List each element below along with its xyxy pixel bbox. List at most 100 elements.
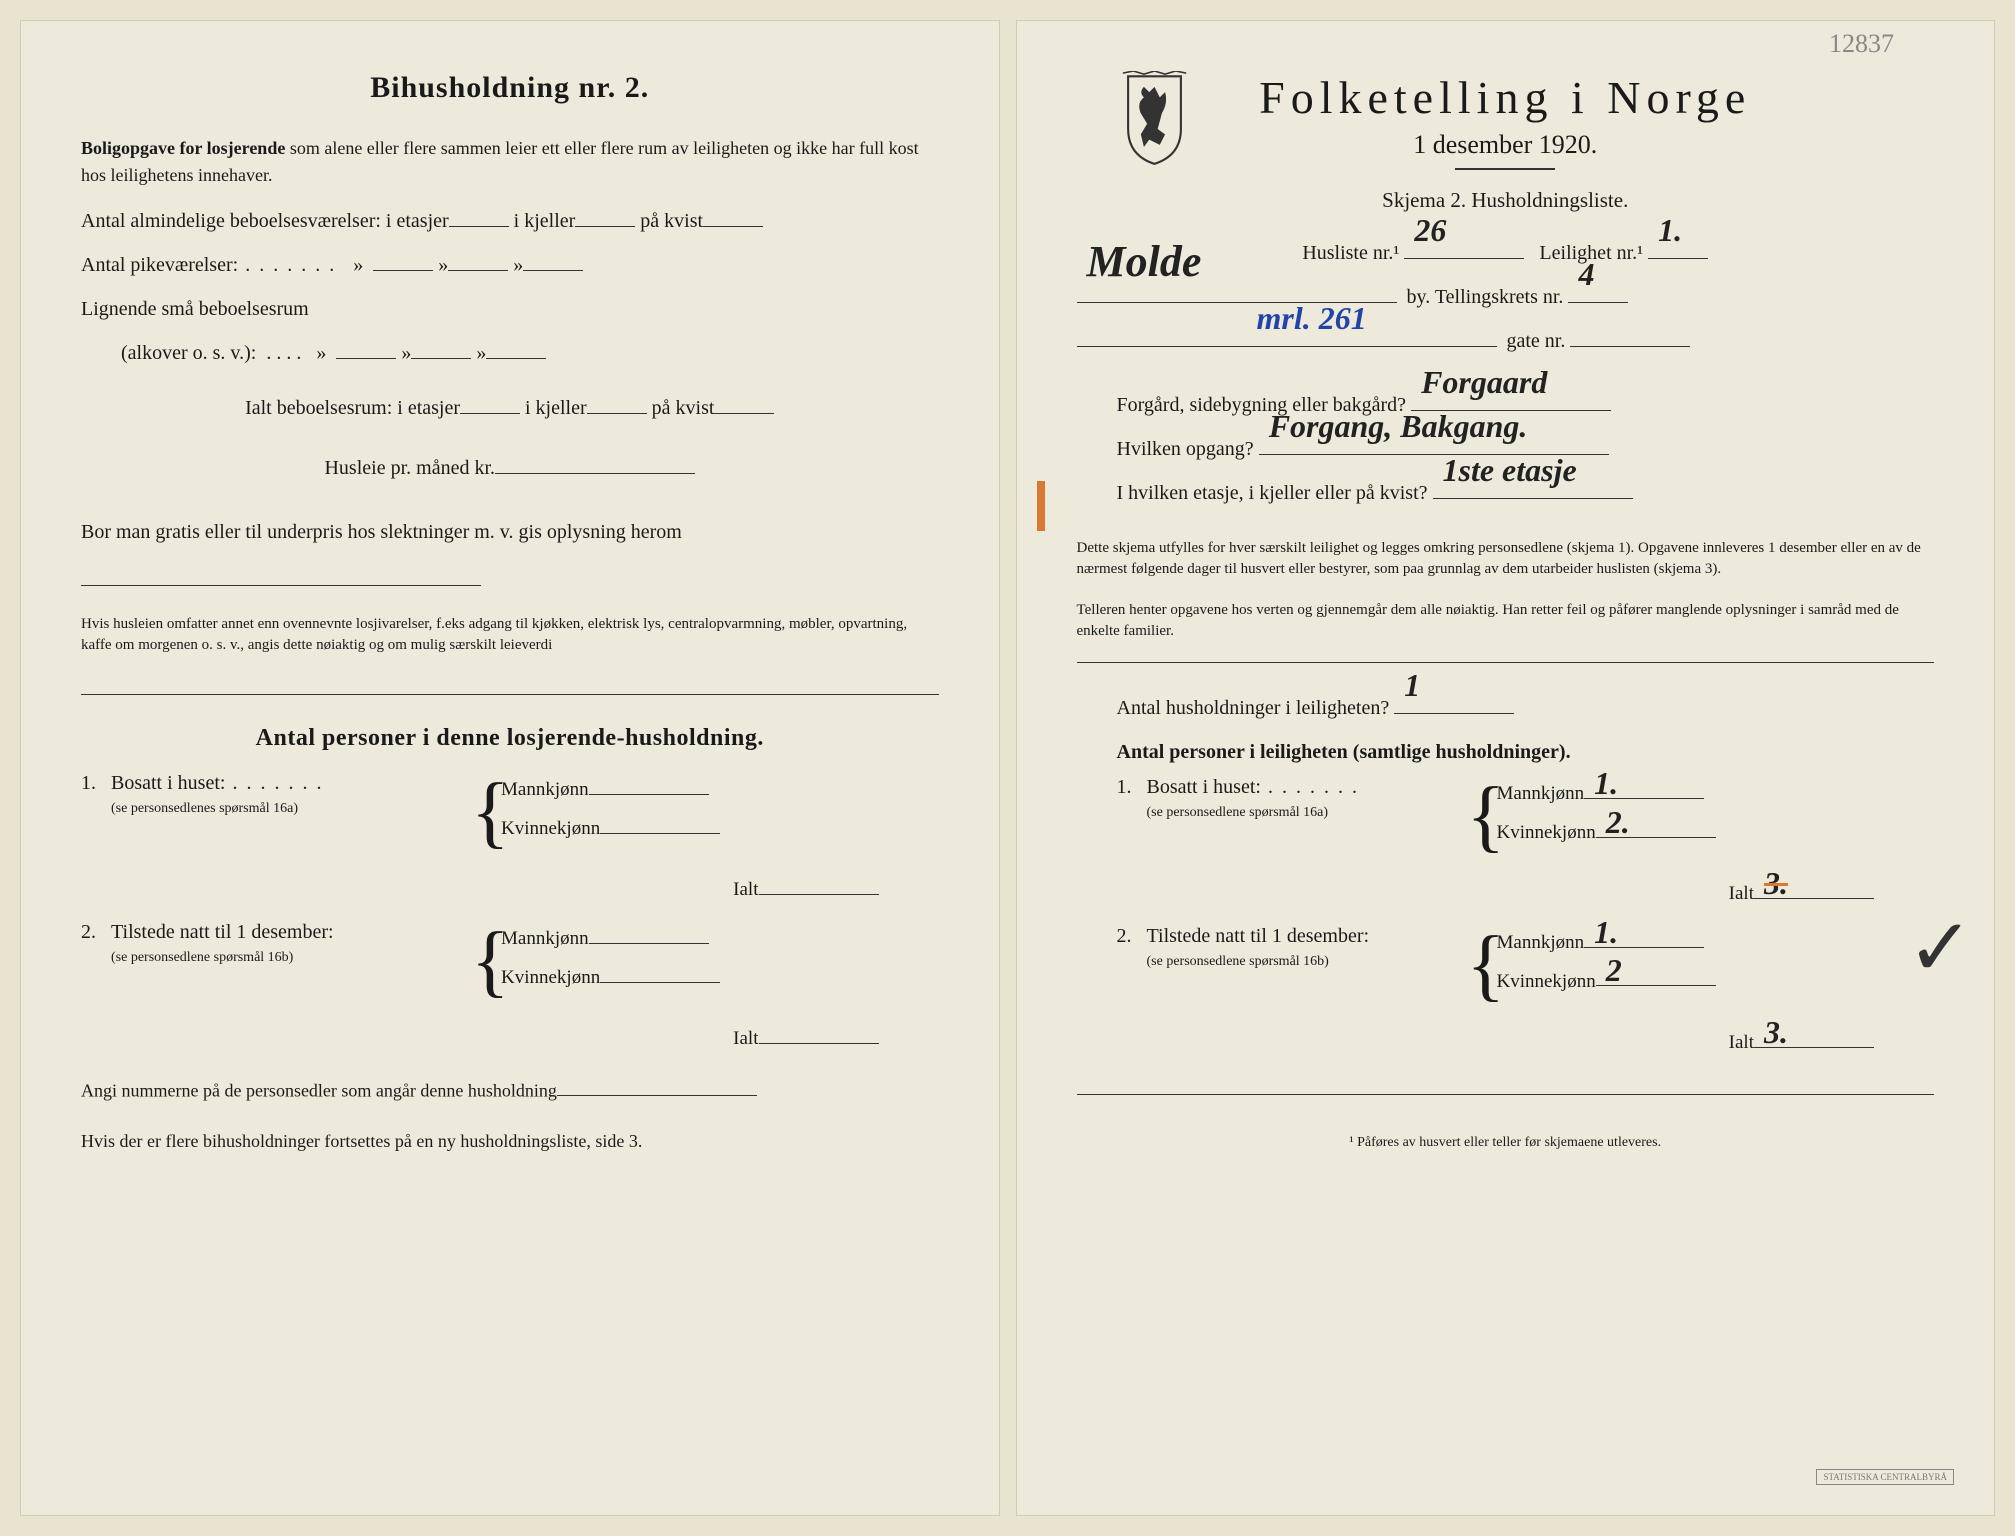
angi-line: Angi nummerne på de personsedler som ang… — [81, 1075, 939, 1102]
divider — [1077, 662, 1935, 663]
kvinne-label: Kvinnekjønn — [501, 967, 600, 988]
divider — [1455, 168, 1555, 170]
blank — [448, 247, 508, 271]
num-2: 2. — [1117, 925, 1147, 1005]
kjeller-label: i kjeller — [514, 210, 576, 232]
intro-paragraph: Boligopgave for losjerende som alene ell… — [81, 135, 939, 189]
row-bosatt: 1. Bosatt i huset: (se personsedlenes sp… — [81, 772, 939, 852]
blank — [587, 390, 647, 414]
label-col: Bosatt i huset: (se personsedlenes spørs… — [111, 772, 471, 852]
husliste-label: Husliste nr.¹ — [1302, 242, 1399, 264]
row-tilstede: 2. Tilstede natt til 1 desember: (se per… — [81, 921, 939, 1001]
tilstede-k-value: 2 — [1596, 964, 1716, 987]
label-col: Bosatt i huset: (se personsedlene spørsm… — [1147, 776, 1467, 856]
left-title: Bihusholdning nr. 2. — [81, 71, 939, 105]
mann-label: Mannkjønn — [501, 928, 589, 949]
mann-label: Mannkjønn — [1497, 783, 1585, 804]
kvist-label: på kvist — [640, 210, 703, 232]
brace-icon: { — [1467, 776, 1497, 856]
tilstede-k-hw: 2 — [1606, 952, 1622, 989]
husliste-hw: 26 — [1414, 198, 1446, 262]
etasje-value: 1ste etasje — [1433, 475, 1633, 499]
street-value: mrl. 261 — [1077, 323, 1497, 347]
fields-col: Mannkjønn Kvinnekjønn — [501, 772, 939, 852]
pike-label: Antal pikeværelser: — [81, 254, 343, 276]
left-page: Bihusholdning nr. 2. Boligopgave for los… — [20, 20, 1000, 1516]
small-note: Hvis husleien omfatter annet enn ovennev… — [81, 614, 939, 656]
kvinne-label: Kvinnekjønn — [1497, 822, 1596, 843]
gratis-line: Bor man gratis eller til underpris hos s… — [81, 508, 939, 604]
opgang-label: Hvilken opgang? — [1117, 438, 1254, 460]
ialt-tilstede: Ialt3. — [1077, 1025, 1935, 1054]
lignende-label: Lignende små beboelsesrum — [81, 298, 309, 320]
tilstede-ialt-value: 3. — [1754, 1025, 1874, 1048]
num-1: 1. — [1117, 776, 1147, 856]
street-hw: mrl. 261 — [1257, 286, 1367, 350]
tilstede-note: (se personsedlene spørsmål 16b) — [1147, 954, 1329, 969]
pencil-annotation: 12837 — [1829, 29, 1894, 59]
etasje-hw: 1ste etasje — [1443, 438, 1577, 502]
blank-full — [81, 676, 939, 695]
right-page: 12837 Folketelling i Norge 1 desember 19… — [1016, 20, 1996, 1516]
mann-label: Mannkjønn — [501, 779, 589, 800]
coat-of-arms-icon — [1117, 71, 1192, 166]
blank — [759, 1021, 879, 1044]
blank — [523, 247, 583, 271]
bosatt-label: Bosatt i huset: — [1147, 776, 1359, 798]
intro-bold: Boligopgave for losjerende — [81, 138, 285, 158]
fields-col: Mannkjønn Kvinnekjønn — [501, 921, 939, 1001]
husleie-label: Husleie pr. måned kr. — [324, 457, 495, 479]
by-label: by. Tellingskrets nr. — [1407, 286, 1564, 308]
brace-icon: { — [1467, 925, 1497, 1005]
ialt-rooms-line: Ialt beboelsesrum: i etasjer i kjeller p… — [81, 388, 939, 428]
blank — [495, 450, 695, 474]
blank — [1570, 323, 1690, 347]
ialt-line-1: Ialt — [81, 872, 939, 901]
bosatt-note: (se personsedlene spørsmål 16a) — [1147, 805, 1329, 820]
husliste-line: Husliste nr.¹ 26 Leilighet nr.¹ 1. — [1077, 233, 1935, 273]
more-note: Hvis der er flere bihusholdninger fortse… — [81, 1131, 939, 1152]
blank — [589, 772, 709, 795]
pike-line: Antal pikeværelser: » » » — [81, 245, 939, 285]
leilighet-hw: 1. — [1658, 198, 1682, 262]
city-hw: Molde — [1087, 218, 1202, 306]
label-col: Tilstede natt til 1 desember: (se person… — [111, 921, 471, 1001]
gate-label: gate nr. — [1507, 330, 1566, 352]
bosatt-k-hw: 2. — [1606, 804, 1630, 841]
blank — [714, 390, 774, 414]
antal-hush-value: 1 — [1394, 690, 1514, 714]
blank — [557, 1075, 757, 1097]
kjeller-label2: i kjeller — [525, 397, 587, 419]
fields-col: Mannkjønn1. Kvinnekjønn2 — [1497, 925, 1935, 1005]
alkover-line: (alkover o. s. v.): . . . . » » » — [81, 333, 939, 373]
tilstede-note: (se personsedlene spørsmål 16b) — [111, 950, 293, 965]
ialt-label: Ialt — [1729, 883, 1754, 904]
sub-date: 1 desember 1920. — [1077, 130, 1935, 160]
ialt-rooms-label: Ialt beboelsesrum: i etasjer — [245, 397, 460, 419]
alkover-label: (alkover o. s. v.): — [121, 342, 256, 364]
tilstede-m-hw: 1. — [1594, 914, 1618, 951]
blank — [373, 247, 433, 271]
bosatt-note: (se personsedlenes spørsmål 16a) — [111, 801, 298, 816]
fields-col: Mannkjønn1. Kvinnekjønn2. — [1497, 776, 1935, 856]
kvist-label2: på kvist — [652, 397, 715, 419]
tilstede-label: Tilstede natt til 1 desember: — [1147, 925, 1370, 947]
num-2: 2. — [81, 921, 111, 1001]
subsection-title: Antal personer i denne losjerende-hushol… — [81, 725, 939, 752]
tilstede-ialt-hw: 3. — [1764, 1014, 1788, 1051]
blank — [600, 811, 720, 834]
rooms-label: Antal almindelige beboelsesværelser: i e… — [81, 210, 449, 232]
mann-label: Mannkjønn — [1497, 932, 1585, 953]
row-tilstede-r: 2. Tilstede natt til 1 desember: (se per… — [1077, 925, 1935, 1005]
tilstede-label: Tilstede natt til 1 desember: — [111, 921, 334, 943]
blank — [600, 960, 720, 983]
antal-hush-line: Antal husholdninger i leiligheten? 1 — [1077, 688, 1935, 728]
lignende-line: Lignende små beboelsesrum — [81, 289, 939, 329]
orange-mark — [1037, 481, 1045, 531]
bosatt-m-hw: 1. — [1594, 765, 1618, 802]
blank — [411, 335, 471, 359]
rooms-line: Antal almindelige beboelsesværelser: i e… — [81, 201, 939, 241]
footnote: ¹ Påføres av husvert eller teller før sk… — [1077, 1135, 1935, 1151]
num-1: 1. — [81, 772, 111, 852]
header: Folketelling i Norge 1 desember 1920. Sk… — [1077, 71, 1935, 213]
